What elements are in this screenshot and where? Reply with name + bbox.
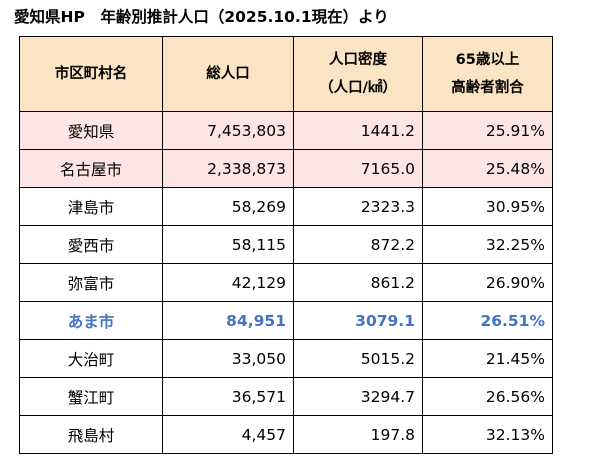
cell-name: 飛島村	[19, 415, 163, 454]
table-row-kanie: 蟹江町 36,571 3294.7 26.56%	[19, 377, 553, 416]
cell-elderly: 26.56%	[422, 377, 553, 416]
header-name-label: 市区町村名	[54, 66, 128, 82]
cell-density: 872.2	[293, 225, 423, 264]
table-header-row: 市区町村名 総人口 人口密度 （人口/㎢） 65歳以上 高齢者割合	[19, 36, 553, 112]
cell-population: 4,457	[162, 415, 294, 454]
cell-name: あま市	[19, 301, 163, 340]
table-row-yatomi: 弥富市 42,129 861.2 26.90%	[19, 263, 553, 302]
header-elderly-line2: 高齢者割合	[451, 80, 524, 96]
header-population-label: 総人口	[206, 66, 250, 82]
header-elderly: 65歳以上 高齢者割合	[422, 36, 553, 112]
cell-density: 861.2	[293, 263, 423, 302]
population-table: 市区町村名 総人口 人口密度 （人口/㎢） 65歳以上 高齢者割合 愛知県 7,…	[19, 36, 553, 454]
page-title: 愛知県HP 年齢別推計人口（2025.10.1現在）より	[14, 8, 389, 26]
cell-population: 33,050	[162, 339, 294, 378]
table-row-aisai: 愛西市 58,115 872.2 32.25%	[19, 225, 553, 264]
cell-density: 3079.1	[293, 301, 423, 340]
header-density-line1: 人口密度	[329, 52, 387, 68]
cell-elderly: 21.45%	[422, 339, 553, 378]
cell-density: 5015.2	[293, 339, 423, 378]
cell-elderly: 26.90%	[422, 263, 553, 302]
table-row-ama: あま市 84,951 3079.1 26.51%	[19, 301, 553, 340]
cell-name: 愛知県	[19, 111, 163, 150]
header-name: 市区町村名	[19, 36, 163, 112]
header-elderly-line1: 65歳以上	[455, 52, 520, 68]
cell-population: 58,115	[162, 225, 294, 264]
table-row-oharu: 大治町 33,050 5015.2 21.45%	[19, 339, 553, 378]
cell-population: 36,571	[162, 377, 294, 416]
header-density-line2: （人口/㎢）	[319, 80, 397, 96]
cell-elderly: 32.13%	[422, 415, 553, 454]
cell-name: 愛西市	[19, 225, 163, 264]
cell-population: 42,129	[162, 263, 294, 302]
cell-elderly: 26.51%	[422, 301, 553, 340]
cell-density: 7165.0	[293, 149, 423, 188]
cell-elderly: 25.91%	[422, 111, 553, 150]
cell-density: 3294.7	[293, 377, 423, 416]
cell-population: 2,338,873	[162, 149, 294, 188]
cell-density: 2323.3	[293, 187, 423, 226]
table-row-tsushima: 津島市 58,269 2323.3 30.95%	[19, 187, 553, 226]
table-row-aichi: 愛知県 7,453,803 1441.2 25.91%	[19, 111, 553, 150]
table-row-nagoya: 名古屋市 2,338,873 7165.0 25.48%	[19, 149, 553, 188]
cell-elderly: 25.48%	[422, 149, 553, 188]
header-density: 人口密度 （人口/㎢）	[293, 36, 423, 112]
cell-density: 197.8	[293, 415, 423, 454]
table-row-tobishima: 飛島村 4,457 197.8 32.13%	[19, 415, 553, 454]
cell-name: 大治町	[19, 339, 163, 378]
cell-population: 84,951	[162, 301, 294, 340]
cell-density: 1441.2	[293, 111, 423, 150]
cell-elderly: 30.95%	[422, 187, 553, 226]
cell-population: 58,269	[162, 187, 294, 226]
cell-name: 津島市	[19, 187, 163, 226]
cell-elderly: 32.25%	[422, 225, 553, 264]
cell-name: 蟹江町	[19, 377, 163, 416]
cell-name: 弥富市	[19, 263, 163, 302]
cell-name: 名古屋市	[19, 149, 163, 188]
cell-population: 7,453,803	[162, 111, 294, 150]
header-population: 総人口	[162, 36, 294, 112]
